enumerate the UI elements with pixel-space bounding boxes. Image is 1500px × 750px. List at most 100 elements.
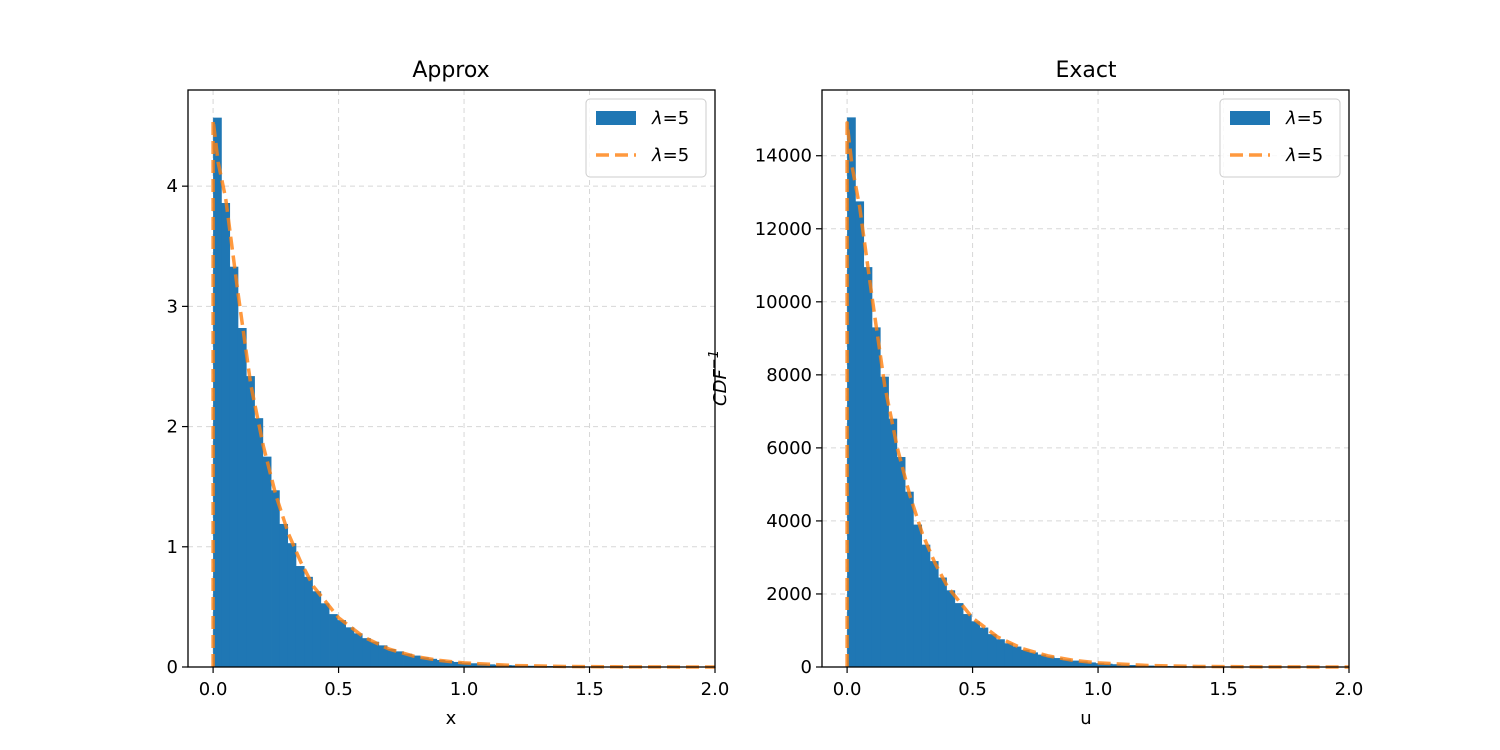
approx-hist-bar xyxy=(254,418,264,667)
approx-legend-symbol: λ xyxy=(651,145,663,166)
approx-legend-text: =5 xyxy=(663,145,690,166)
exact-hist-bar xyxy=(946,590,956,667)
approx-legend-symbol: λ xyxy=(651,108,663,129)
exact-legend-text: =5 xyxy=(1297,108,1324,129)
approx-hist-bar xyxy=(353,633,363,667)
exact-hist-bar xyxy=(1021,649,1030,667)
exact-hist-bar xyxy=(1054,658,1063,667)
exact-hist-bar xyxy=(871,327,881,667)
approx-x-axis: 0.0 0.5 1.0 1.5 2.0 xyxy=(199,667,729,700)
exact-y-axis-label: CDF−1 xyxy=(707,350,731,406)
approx-legend-label: λ=5 xyxy=(651,145,689,166)
exact-hist-bar xyxy=(1087,662,1096,667)
exact-legend-patch xyxy=(1230,111,1270,125)
exact-hist-bar xyxy=(855,201,865,667)
approx-hist-bar xyxy=(469,663,479,667)
exact-hist-bar xyxy=(1128,665,1138,667)
approx-hist-bar xyxy=(453,661,462,667)
exact-hist-bar xyxy=(938,577,947,667)
exact-hist-bar xyxy=(863,267,873,667)
exact-hist-bar xyxy=(1037,654,1047,667)
exact-hist-bar xyxy=(1145,665,1154,667)
approx-hist-bar xyxy=(362,638,371,667)
approx-legend: λ=5λ=5 xyxy=(585,98,707,178)
approx-y-tick-label: 4 xyxy=(167,176,178,197)
exact-legend-text: =5 xyxy=(1297,145,1324,166)
approx-hist-bar xyxy=(370,641,380,667)
approx-hist-bar xyxy=(329,614,338,667)
exact-hist-bar xyxy=(1062,659,1072,667)
approx-hist-bar xyxy=(237,328,247,667)
exact-pdf-line xyxy=(845,121,1350,669)
approx-hist-bar xyxy=(279,523,289,667)
exact-chart: Exact 0.0 0.5 1.0 1.5 2.0 0 2000 4000 6000 8000 1… xyxy=(707,58,1363,729)
approx-pdf-line xyxy=(211,118,716,669)
exact-hist-bar xyxy=(913,524,923,667)
exact-x-tick-label: 2.0 xyxy=(1335,679,1364,700)
approx-hist-bar xyxy=(337,620,346,667)
approx-legend-text: =5 xyxy=(663,108,690,129)
exact-legend-symbol: λ xyxy=(1285,145,1297,166)
exact-hist-bar xyxy=(1004,643,1014,667)
approx-hist-bar xyxy=(229,266,239,667)
approx-hist-bar xyxy=(221,202,231,667)
exact-legend-symbol: λ xyxy=(1285,108,1297,129)
approx-hist-bar xyxy=(436,660,446,667)
exact-legend-label: λ=5 xyxy=(1285,145,1323,166)
exact-hist-bar xyxy=(896,457,906,667)
approx-hist-bar xyxy=(403,653,413,667)
exact-hist-bar xyxy=(880,376,889,667)
exact-hist-bar xyxy=(987,634,997,667)
approx-hist-bar xyxy=(378,645,388,667)
exact-x-tick-label: 1.0 xyxy=(1084,679,1113,700)
exact-hist-bar xyxy=(963,614,972,667)
exact-legend: λ=5λ=5 xyxy=(1219,98,1341,178)
approx-hist-bar xyxy=(312,591,322,667)
exact-hist-bar xyxy=(996,639,1005,667)
exact-hist-bar xyxy=(1045,656,1055,667)
approx-plot-frame xyxy=(187,89,716,668)
approx-hist-bar xyxy=(420,657,429,667)
approx-hist-bar xyxy=(461,662,471,667)
approx-hist-bar xyxy=(262,456,272,667)
exact-legend-label: λ=5 xyxy=(1285,108,1323,129)
exact-hist-bar xyxy=(979,627,989,667)
approx-hist-bar xyxy=(444,660,454,667)
exact-hist-bar xyxy=(921,544,931,667)
approx-legend-label: λ=5 xyxy=(651,108,689,129)
approx-y-tick-label: 2 xyxy=(167,417,178,438)
approx-y-axis: 0 1 2 3 4 xyxy=(167,176,188,678)
approx-hist-bar xyxy=(320,603,330,667)
approx-x-tick-label: 1.5 xyxy=(575,679,604,700)
exact-y-axis-label-base: CDF xyxy=(710,369,731,406)
approx-hist-bar xyxy=(295,566,305,667)
exact-histogram xyxy=(847,117,1262,668)
approx-hist-bar xyxy=(345,627,355,667)
approx-y-tick-label: 0 xyxy=(167,657,178,678)
exact-x-tick-label: 0.0 xyxy=(833,679,862,700)
approx-hist-bar xyxy=(246,376,255,667)
exact-y-axis-label-sup: −1 xyxy=(707,350,722,369)
exact-hist-bar xyxy=(1012,646,1022,667)
approx-chart-title: Approx xyxy=(412,58,489,83)
exact-hist-bar xyxy=(1070,660,1080,667)
exact-hist-bar xyxy=(1029,652,1038,667)
approx-hist-bar xyxy=(428,658,438,667)
approx-hist-bar xyxy=(395,651,404,667)
exact-x-tick-label: 1.5 xyxy=(1209,679,1238,700)
approx-y-tick-label: 1 xyxy=(167,537,178,558)
exact-hist-bar xyxy=(929,561,939,667)
approx-x-tick-label: 1.0 xyxy=(450,679,479,700)
exact-y-tick-label: 6000 xyxy=(766,438,812,459)
exact-hist-bar xyxy=(954,603,964,667)
exact-hist-bar xyxy=(905,491,914,667)
exact-y-tick-label: 14000 xyxy=(755,146,812,167)
approx-hist-bar xyxy=(411,655,421,667)
exact-chart-title: Exact xyxy=(1055,58,1116,83)
exact-y-tick-label: 0 xyxy=(801,657,812,678)
exact-plot-frame xyxy=(821,89,1350,668)
exact-y-tick-label: 12000 xyxy=(755,219,812,240)
exact-x-axis: 0.0 0.5 1.0 1.5 2.0 xyxy=(833,667,1364,700)
exact-hist-bar xyxy=(888,418,898,667)
